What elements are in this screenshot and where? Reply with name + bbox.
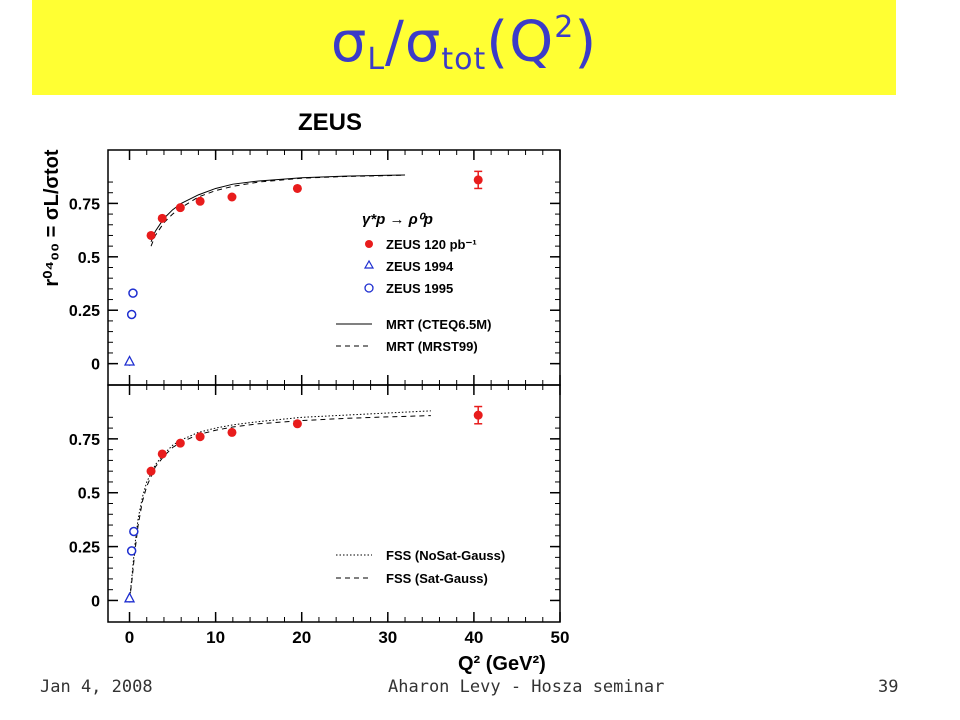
y-tick-label: 0	[91, 593, 100, 610]
title-sep: /σ	[385, 10, 442, 75]
x-tick-label: 50	[551, 628, 570, 647]
data-point-zeus120	[292, 419, 302, 429]
data-point-zeus1995	[129, 526, 139, 537]
legend-label: FSS (NoSat-Gauss)	[386, 548, 505, 563]
axes: 0 10 20 30 40 50 Q² (GeV²) r⁰⁴₀₀ = σL/σtot	[41, 149, 569, 675]
curve-solid	[150, 174, 406, 243]
data-point-zeus120	[157, 213, 167, 223]
y-axis-label: r⁰⁴₀₀ = σL/σtot	[41, 149, 63, 287]
footer-date: Jan 4, 2008	[40, 677, 153, 697]
process-label: γ*p → ρ⁰p	[362, 211, 433, 228]
title-sub-tot: tot	[441, 42, 487, 77]
x-tick-label: 0	[125, 628, 134, 647]
y-tick-label: 0.25	[69, 540, 100, 557]
x-tick-label: 30	[378, 628, 397, 647]
data-point-zeus1995	[126, 546, 137, 556]
data-point-zeus120	[227, 192, 237, 202]
data-point-zeus1994	[123, 355, 136, 366]
title-sup: 2	[554, 10, 575, 45]
curve-dotted	[129, 410, 431, 601]
title-q: (Q	[486, 10, 555, 75]
slide-title: σL/σtot(Q2)	[32, 10, 896, 77]
panel-frame	[107, 149, 561, 386]
title-sigma: σ	[330, 10, 368, 75]
footer-page-number: 39	[878, 677, 899, 697]
y-tick-label: 0	[91, 357, 100, 374]
legend-label: FSS (Sat-Gauss)	[386, 571, 488, 586]
title-sub-l: L	[367, 42, 386, 77]
legend-label: MRT (MRST99)	[386, 339, 478, 354]
panel-frame	[107, 384, 561, 623]
panel-top: 0 0.25 0.5 0.75 γ*p → ρ⁰p ZEUS 120 pb⁻¹ ZEUS 1…	[69, 149, 561, 386]
y-tick-label: 0.5	[78, 250, 100, 267]
data-point-zeus120	[473, 410, 483, 420]
data-point-zeus120	[157, 449, 167, 459]
legend-label: MRT (CTEQ6.5M)	[386, 317, 491, 332]
data-point-zeus120	[195, 432, 205, 442]
data-point-zeus120	[146, 466, 156, 476]
y-tick-label: 0.5	[78, 486, 100, 503]
y-tick-label: 0.75	[69, 432, 100, 449]
data-point-zeus1995	[126, 309, 137, 320]
legend-marker-zeus1994	[363, 259, 375, 269]
y-tick-label: 0.75	[69, 196, 100, 213]
panel-bottom: 0 0.25 0.5 0.75 FSS (NoSat-Gauss) FSS (Sat-Ga…	[69, 384, 561, 623]
data-point-zeus120	[146, 230, 156, 240]
data-point-zeus1995	[128, 288, 138, 298]
data-point-zeus120	[175, 203, 185, 213]
data-point-zeus1994	[123, 591, 136, 603]
data-point-zeus120	[292, 183, 302, 193]
title-banner: σL/σtot(Q2)	[32, 0, 896, 95]
x-tick-label: 10	[206, 628, 225, 647]
data-point-zeus120	[227, 427, 237, 437]
x-tick-label: 40	[464, 628, 483, 647]
legend-label: ZEUS 120 pb⁻¹	[386, 237, 477, 252]
data-point-zeus120	[175, 438, 185, 448]
y-tick-label: 0.25	[69, 303, 100, 320]
legend-marker-zeus120	[365, 240, 373, 248]
legend-label: ZEUS 1994	[386, 259, 454, 274]
legend-marker-zeus1995	[364, 283, 374, 293]
data-point-zeus120	[195, 196, 205, 206]
data-point-zeus120	[473, 175, 483, 185]
title-close: )	[574, 10, 598, 75]
x-axis-label: Q² (GeV²)	[458, 653, 546, 675]
experiment-label: ZEUS	[298, 109, 362, 136]
curve-dashed	[150, 174, 406, 247]
footer-seminar: Aharon Levy - Hosza seminar	[388, 677, 665, 697]
x-tick-label: 20	[292, 628, 311, 647]
legend-label: ZEUS 1995	[386, 281, 453, 296]
